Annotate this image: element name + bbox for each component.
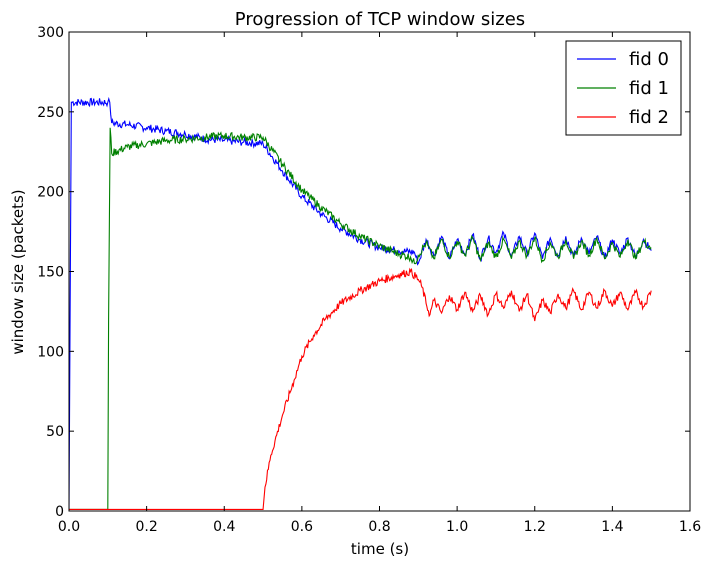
y-tick-label: 100 (37, 344, 64, 360)
x-tick-label: 1.6 (679, 519, 701, 535)
x-tick-label: 0.8 (368, 519, 390, 535)
legend-label: fid 2 (629, 107, 669, 128)
chart-title: Progression of TCP window sizes (235, 9, 525, 30)
legend-label: fid 0 (629, 49, 669, 70)
y-tick-label: 0 (55, 504, 64, 520)
x-tick-label: 0.6 (291, 519, 313, 535)
x-tick-label: 0.2 (135, 519, 157, 535)
series-line-1 (69, 127, 652, 510)
legend-label: fid 1 (629, 78, 669, 99)
y-tick-label: 150 (37, 265, 64, 281)
legend: fid 0 fid 1 fid 2 (565, 40, 682, 136)
x-tick-label: 0.4 (213, 519, 235, 535)
ticks-layer: 0.0 0.2 0.4 0.6 0.8 1.0 1.2 1.4 1.6 0 50 100 150 200 2… (37, 25, 701, 535)
x-tick-label: 1.0 (446, 519, 468, 535)
x-tick-label: 1.2 (524, 519, 546, 535)
y-tick-label: 200 (37, 185, 64, 201)
series-layer (69, 96, 652, 510)
y-tick-label: 300 (37, 25, 64, 41)
y-axis-title: window size (packets) (9, 189, 27, 354)
y-tick-label: 50 (46, 424, 64, 440)
series-line-2 (69, 267, 652, 510)
x-tick-label: 1.4 (601, 519, 623, 535)
x-tick-label: 0.0 (58, 519, 80, 535)
y-tick-label: 250 (37, 105, 64, 121)
x-axis-title: time (s) (351, 540, 409, 558)
